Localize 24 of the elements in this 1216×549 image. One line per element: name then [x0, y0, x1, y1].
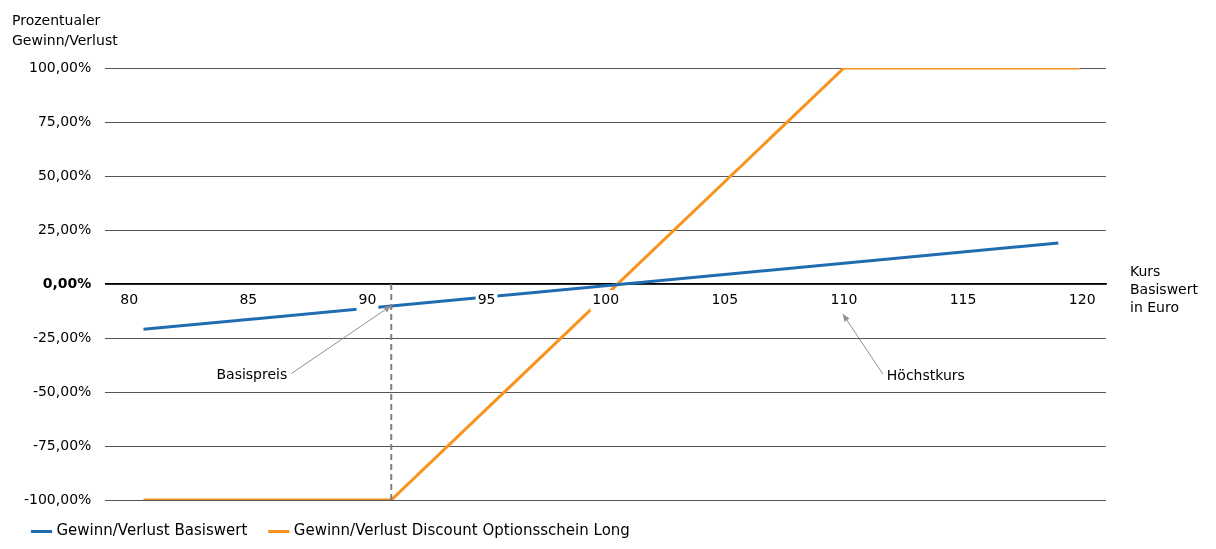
x-tick-label: 95: [477, 291, 496, 308]
x-tick-label: 120: [1068, 291, 1096, 308]
y-tick-label: 75,00%: [37, 112, 92, 129]
y-tick-label: 25,00%: [37, 220, 92, 237]
legend-label: Gewinn/Verlust Basiswert: [56, 521, 248, 540]
annotation: Basispreis: [216, 366, 288, 383]
y-tick-label: 100,00%: [29, 58, 92, 75]
x-axis-title: Kurs Basiswert in Euro: [1130, 262, 1199, 316]
legend-label: Gewinn/Verlust Discount Optionsschein Long: [293, 521, 630, 540]
x-tick-label: 90: [358, 291, 377, 308]
y-tick-label: -75,00%: [32, 436, 92, 453]
x-tick-label: 100: [592, 291, 620, 308]
x-tick-label: 110: [830, 291, 858, 308]
y-tick-label: -25,00%: [32, 328, 92, 345]
x-tick-label: 85: [239, 291, 258, 308]
x-tick-label: 80: [120, 291, 139, 308]
annotation: Höchstkurs: [886, 366, 965, 383]
y-axis-title: Prozentualer Gewinn/Verlust: [12, 11, 119, 50]
x-tick-label: 105: [711, 291, 739, 308]
y-tick-label: 50,00%: [37, 166, 92, 183]
y-tick-label: 0,00%: [42, 274, 92, 291]
y-tick-label: -100,00%: [24, 490, 92, 507]
x-tick-label: 115: [949, 291, 977, 308]
y-tick-label: -50,00%: [32, 382, 92, 399]
